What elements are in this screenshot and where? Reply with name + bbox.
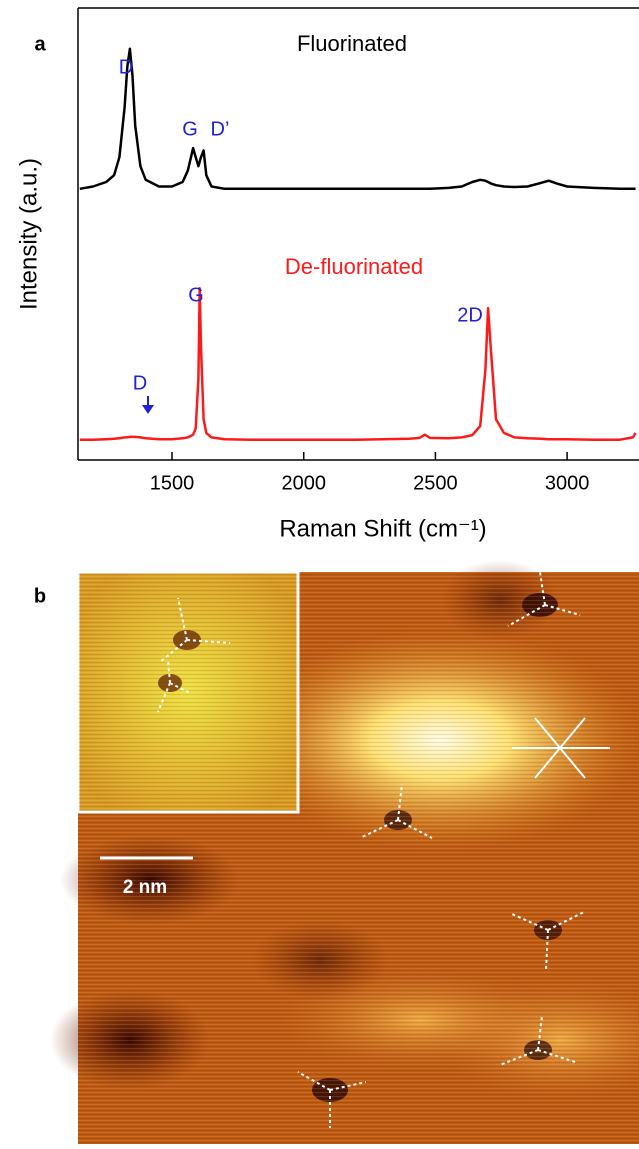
scale-bar-label: 2 nm [123,877,167,898]
series-line [79,286,637,441]
axes [77,7,639,461]
x-tick-label: 2500 [413,472,458,494]
series-line [79,47,636,191]
x-tick-label: 2000 [281,472,326,494]
peak-annotation: D [119,56,133,78]
peak-annotation: 2D [457,304,483,326]
panel-label: b [34,585,46,607]
peak-annotation: D’ [211,118,230,140]
series-label: Fluorinated [297,31,407,56]
y-axis-label: Intensity (a.u.) [15,158,42,310]
peak-annotation: G [182,118,198,140]
x-tick-label: 3000 [545,472,590,494]
x-axis-label: Raman Shift (cm⁻¹) [279,515,486,542]
x-tick-label: 1500 [150,472,195,494]
panel-label: a [34,33,46,55]
arrow-head [142,405,154,414]
peak-annotation: D [133,372,147,394]
peak-annotation: G [188,284,204,306]
series-label: De-fluorinated [285,254,423,279]
plot-area [79,47,637,441]
stm-image [50,560,639,1144]
